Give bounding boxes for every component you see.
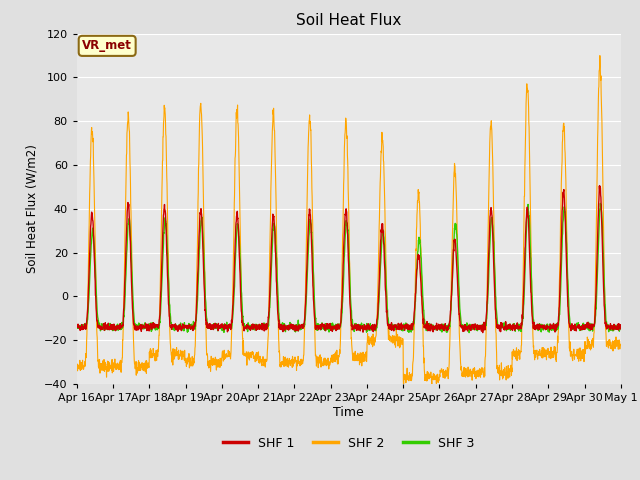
Legend: SHF 1, SHF 2, SHF 3: SHF 1, SHF 2, SHF 3 xyxy=(218,432,479,455)
Y-axis label: Soil Heat Flux (W/m2): Soil Heat Flux (W/m2) xyxy=(26,144,38,273)
X-axis label: Time: Time xyxy=(333,406,364,419)
Title: Soil Heat Flux: Soil Heat Flux xyxy=(296,13,401,28)
Text: VR_met: VR_met xyxy=(82,39,132,52)
